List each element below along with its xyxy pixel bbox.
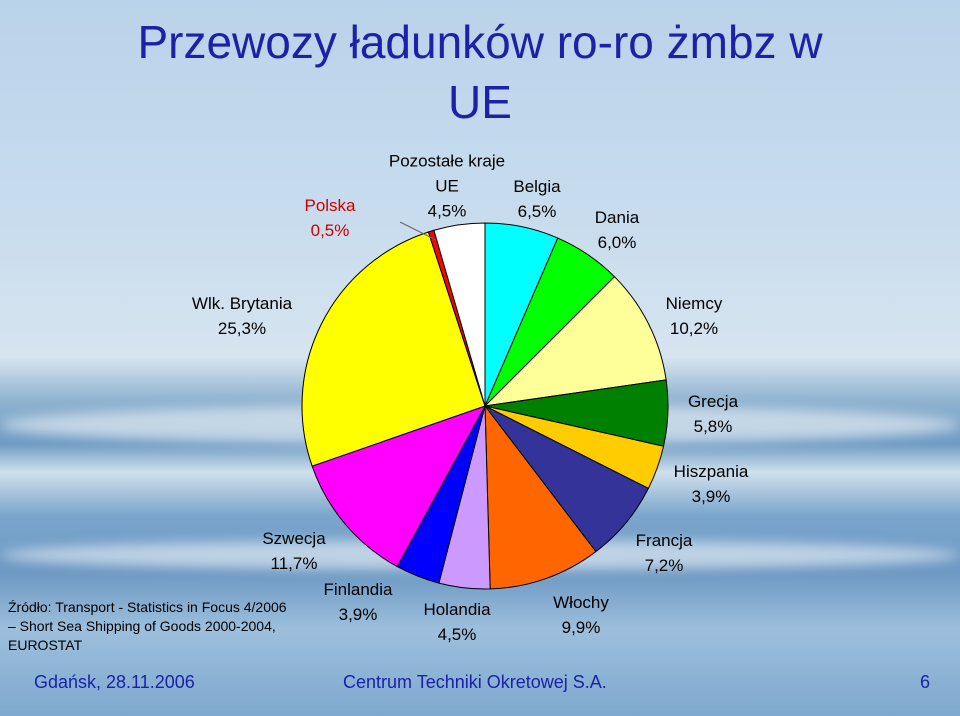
slice-name: Szwecja [262, 529, 326, 548]
slice-name: Polska [304, 196, 356, 215]
slice-name: Belgia [513, 177, 561, 196]
slice-label: Finlandia 3,9% [313, 577, 403, 627]
slice-label: Francja 7,2% [619, 528, 709, 578]
slice-label: Wlk. Brytania 25,3% [177, 291, 307, 341]
slice-label: Belgia 6,5% [492, 174, 582, 224]
slice-label: Szwecja 11,7% [244, 526, 344, 576]
slice-name: Finlandia [323, 580, 393, 599]
slice-name: Grecja [687, 392, 739, 411]
slice-value: 6,0% [597, 233, 637, 252]
pie-slice [311, 405, 487, 568]
slice-value: 5,8% [693, 417, 733, 436]
page-number: 6 [920, 672, 931, 692]
slice-label: Dania 6,0% [572, 205, 662, 255]
slice-value: 10,2% [669, 319, 719, 338]
slice-name: Włochy [553, 593, 609, 612]
footer-date: Gdańsk, 28.11.2006 [34, 672, 195, 692]
slice-value: 9,9% [561, 618, 601, 637]
leader-line [399, 221, 437, 241]
slice-value: 4,5% [427, 201, 467, 221]
slice-name: Holandia [423, 600, 491, 619]
slice-value: 0,5% [310, 221, 350, 240]
slice-name: Francja [635, 531, 693, 550]
slice-value: 4,5% [437, 625, 477, 644]
slice-name: Pozostałe kraje UE [388, 151, 506, 196]
chart-title: Przewozy ładunków ro-ro żmbz w UE [137, 16, 823, 128]
slice-label: Pozostałe kraje UE 4,5% [377, 149, 517, 224]
slice-value: 7,2% [644, 556, 684, 575]
slice-name: Hiszpania [673, 462, 749, 481]
slice-name: Wlk. Brytania [191, 294, 293, 313]
footer-org: Centrum Techniki Okretowej S.A. [343, 672, 607, 692]
slice-label: Niemcy 10,2% [649, 291, 739, 341]
slice-name: Dania [594, 208, 640, 227]
slice-value: 25,3% [217, 319, 267, 338]
slice-value: 3,9% [691, 487, 731, 506]
slice-value: 3,9% [338, 605, 378, 624]
slice-label: Włochy 9,9% [536, 590, 626, 640]
slice-value: 6,5% [517, 202, 557, 221]
pie-slice [301, 231, 486, 467]
slice-name: Niemcy [665, 294, 723, 313]
slice-label: Holandia 4,5% [412, 597, 502, 647]
slice-label: Grecja 5,8% [668, 389, 758, 439]
source-note: Źródło: Transport - Statistics in Focus … [8, 599, 287, 653]
pie-slice [433, 222, 486, 407]
slice-label: Hiszpania 3,9% [656, 459, 766, 509]
pie-slice [484, 404, 597, 590]
slice-label: Polska 0,5% [290, 193, 370, 243]
slice-value: 11,7% [270, 554, 318, 573]
pie-slice [483, 275, 667, 407]
